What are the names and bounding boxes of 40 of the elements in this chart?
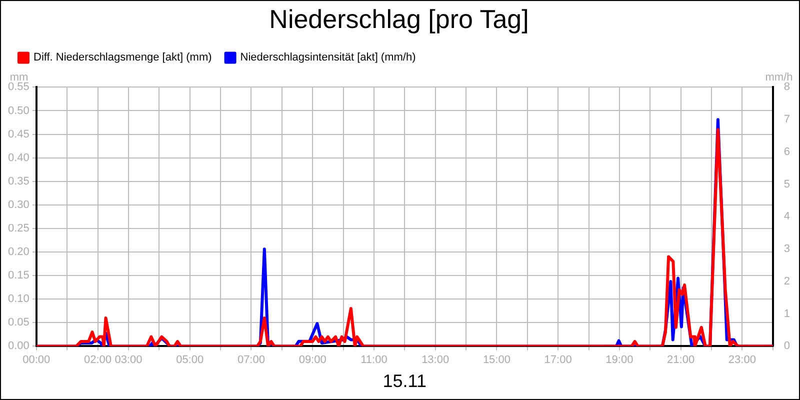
y2-tick-label: 3 — [784, 243, 790, 256]
y2-tick-label: 4 — [784, 210, 790, 223]
y-tick-label: 0.55 — [8, 81, 30, 94]
x-tick-label: 11:00 — [360, 354, 388, 366]
y-tick-label: 0.20 — [8, 246, 30, 258]
x-tick-label: 19:00 — [606, 354, 634, 366]
y-tick-label: 0.45 — [8, 128, 30, 140]
y2-tick-label: 2 — [784, 275, 790, 288]
x-tick-label: 02:00 — [84, 354, 112, 366]
y2-tick-label: 0 — [784, 340, 790, 352]
x-tick-label: 13:00 — [422, 354, 450, 366]
legend-label: Niederschlagsintensität [akt] (mm/h) — [240, 52, 416, 64]
x-tick-label: 21:00 — [667, 354, 695, 366]
x-tick-label: 07:00 — [237, 354, 265, 366]
x-tick-label: 15:00 — [482, 354, 510, 366]
x-tick-label: 00:00 — [22, 354, 50, 366]
y2-tick-label: 7 — [784, 114, 790, 126]
y2-tick-label: 5 — [784, 178, 790, 190]
y-tick-label: 0.35 — [8, 175, 30, 188]
legend-label: Diff. Niederschlagsmenge [akt] (mm) — [34, 52, 212, 64]
y-axis-title: mm — [10, 72, 28, 84]
y-tick-label: 0.25 — [8, 222, 30, 235]
x-tick-label: 17:00 — [544, 354, 572, 366]
y-tick-label: 0.40 — [8, 152, 30, 164]
y-tick-label: 0.50 — [8, 104, 30, 117]
y-tick-label: 0.10 — [8, 293, 30, 306]
y-tick-label: 0.30 — [8, 198, 30, 211]
y2-axis-title: mm/h — [765, 72, 793, 84]
y-tick-label: 0.00 — [8, 340, 30, 352]
y2-tick-label: 1 — [784, 308, 790, 320]
x-axis-title: 15.11 — [382, 371, 427, 392]
x-tick-label: 05:00 — [176, 354, 204, 366]
y-tick-label: 0.05 — [8, 316, 30, 329]
x-tick-label: 09:00 — [298, 354, 326, 366]
x-tick-label: 23:00 — [728, 354, 756, 366]
y-tick-label: 0.15 — [8, 270, 30, 282]
x-tick-label: 03:00 — [114, 354, 142, 366]
y2-tick-label: 8 — [784, 81, 790, 94]
chart-title: Niederschlag [pro Tag] — [269, 4, 529, 34]
y2-tick-label: 6 — [784, 146, 790, 158]
